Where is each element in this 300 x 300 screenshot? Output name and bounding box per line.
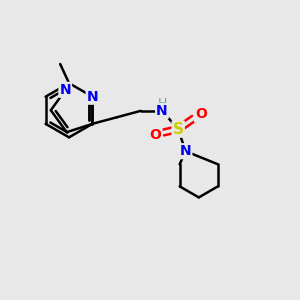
Text: N: N	[180, 144, 191, 158]
Text: S: S	[173, 122, 184, 136]
Text: N: N	[156, 104, 168, 118]
Text: H: H	[157, 97, 167, 110]
Text: O: O	[150, 128, 161, 142]
Text: O: O	[195, 107, 207, 122]
Text: N: N	[59, 83, 71, 97]
Text: N: N	[87, 90, 98, 104]
